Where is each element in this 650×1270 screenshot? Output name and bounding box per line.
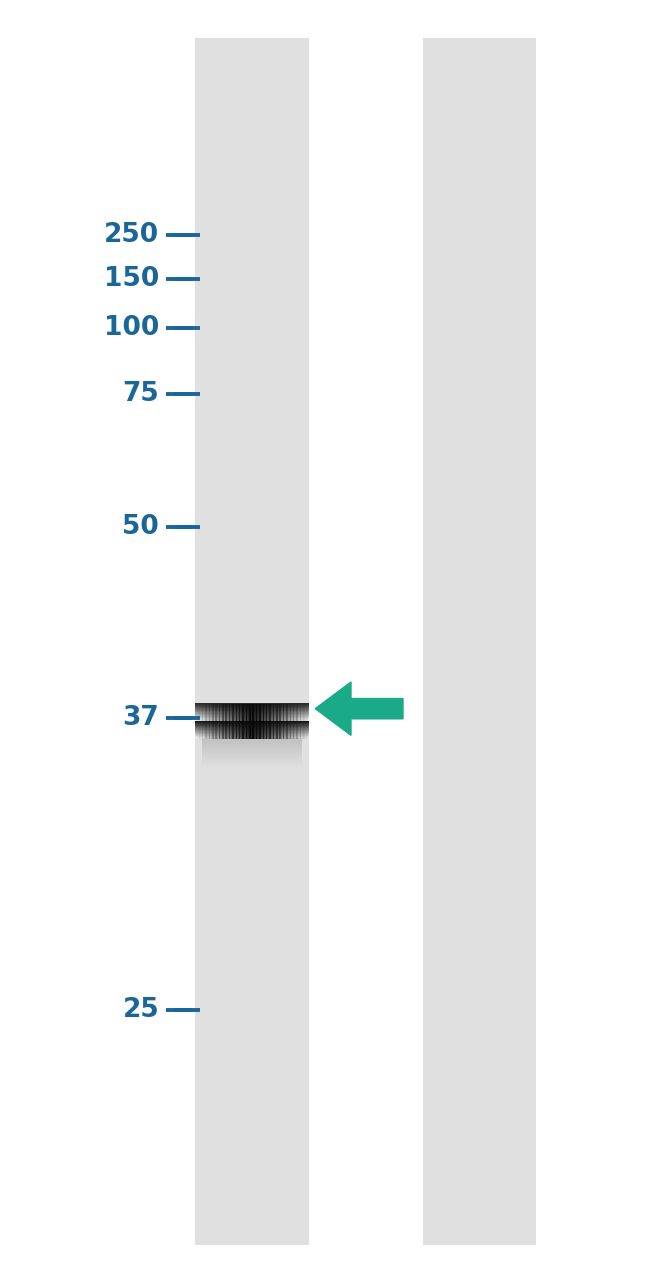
Bar xyxy=(220,704,223,739)
Bar xyxy=(294,704,296,739)
Bar xyxy=(265,704,266,739)
Bar xyxy=(307,704,309,739)
Bar xyxy=(302,704,304,739)
Bar xyxy=(289,704,291,739)
Bar xyxy=(255,704,257,739)
Bar xyxy=(239,704,241,739)
Bar xyxy=(240,704,242,739)
Text: 2: 2 xyxy=(467,0,492,6)
Bar xyxy=(304,704,307,739)
Bar xyxy=(235,704,237,739)
Bar xyxy=(285,704,287,739)
Text: 1: 1 xyxy=(239,0,265,6)
Bar xyxy=(272,704,274,739)
Bar xyxy=(292,704,294,739)
Text: 250: 250 xyxy=(104,222,159,248)
Bar xyxy=(215,704,217,739)
Bar xyxy=(205,704,207,739)
Bar xyxy=(306,704,308,739)
Bar xyxy=(195,38,309,1245)
Bar xyxy=(225,704,227,739)
Bar xyxy=(257,704,259,739)
Text: 100: 100 xyxy=(104,315,159,340)
Bar xyxy=(200,704,201,739)
Bar xyxy=(246,704,248,739)
Bar xyxy=(238,704,240,739)
Bar xyxy=(201,704,203,739)
Bar xyxy=(298,704,300,739)
Bar xyxy=(269,704,271,739)
Text: 150: 150 xyxy=(104,267,159,292)
Text: 25: 25 xyxy=(122,997,159,1022)
Bar xyxy=(256,704,258,739)
Text: 37: 37 xyxy=(122,705,159,730)
Bar xyxy=(226,704,228,739)
Bar xyxy=(259,704,261,739)
Bar xyxy=(254,704,255,739)
Bar xyxy=(231,704,233,739)
Bar xyxy=(261,704,263,739)
Bar xyxy=(280,704,282,739)
Bar xyxy=(227,704,230,739)
Bar xyxy=(281,704,284,739)
Bar xyxy=(216,704,218,739)
Bar xyxy=(203,704,205,739)
Bar xyxy=(196,704,198,739)
Bar xyxy=(208,704,210,739)
Bar xyxy=(212,704,214,739)
Bar xyxy=(299,704,301,739)
Bar xyxy=(236,704,239,739)
Bar xyxy=(278,704,280,739)
Bar xyxy=(252,704,254,739)
Bar xyxy=(268,704,270,739)
Bar xyxy=(262,704,264,739)
Bar xyxy=(242,704,244,739)
Bar xyxy=(279,704,281,739)
Bar xyxy=(229,704,231,739)
Bar xyxy=(287,704,289,739)
Bar xyxy=(209,704,211,739)
Bar xyxy=(303,704,305,739)
Bar xyxy=(195,704,197,739)
Bar xyxy=(213,704,216,739)
Bar xyxy=(198,704,200,739)
Bar xyxy=(286,704,288,739)
Bar xyxy=(207,704,209,739)
Text: 75: 75 xyxy=(122,381,159,406)
Bar xyxy=(283,704,285,739)
Text: 50: 50 xyxy=(122,514,159,540)
Bar xyxy=(219,704,221,739)
FancyArrow shape xyxy=(315,682,403,735)
Bar xyxy=(248,704,250,739)
Bar xyxy=(245,704,247,739)
Bar xyxy=(300,704,302,739)
Bar xyxy=(293,704,295,739)
Bar xyxy=(263,704,265,739)
Bar xyxy=(222,704,224,739)
Bar xyxy=(276,704,278,739)
Bar xyxy=(296,704,298,739)
Bar xyxy=(249,704,251,739)
Bar xyxy=(422,38,536,1245)
Bar xyxy=(270,704,272,739)
Bar xyxy=(232,704,234,739)
Bar xyxy=(274,704,277,739)
Bar xyxy=(291,704,292,739)
Bar xyxy=(250,704,252,739)
Bar xyxy=(233,704,235,739)
Bar xyxy=(243,704,246,739)
Bar xyxy=(202,704,204,739)
Bar xyxy=(224,704,226,739)
Bar xyxy=(273,704,276,739)
Bar xyxy=(266,704,268,739)
Bar xyxy=(218,704,220,739)
Bar xyxy=(211,704,213,739)
